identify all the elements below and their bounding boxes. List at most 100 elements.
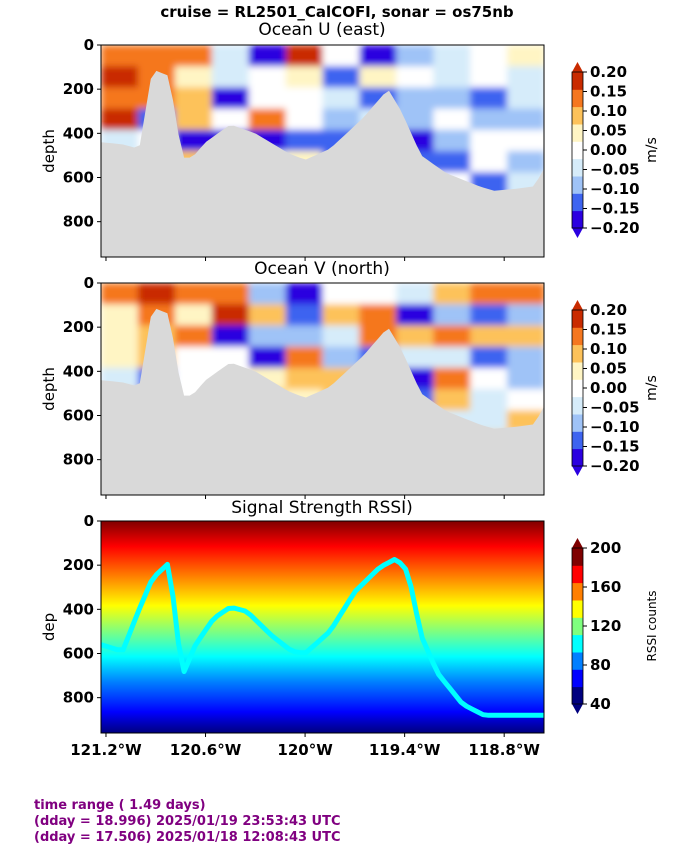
colorbar-bin [572, 106, 583, 125]
colorbar-label: RSSI counts [645, 590, 659, 661]
colorbar-bin [572, 448, 583, 467]
x-tick-label: 120°W [277, 741, 333, 759]
colorbar-tick-label: −0.05 [590, 399, 640, 417]
velocity-cell [470, 151, 509, 174]
velocity-cell [285, 129, 324, 152]
colorbar-max-arrow [572, 300, 583, 310]
velocity-cell [322, 325, 361, 348]
colorbar-tick-label: 0.10 [590, 340, 627, 358]
velocity-cell [285, 346, 324, 369]
velocity-cell [470, 346, 509, 369]
velocity-cell [174, 87, 213, 110]
velocity-cell [174, 346, 213, 369]
velocity-cell [470, 389, 509, 412]
y-tick-label: 400 [63, 124, 94, 142]
colorbar-tick-label: 0.10 [590, 102, 627, 120]
velocity-cell [507, 45, 544, 68]
velocity-cell [322, 346, 361, 369]
panel-u-title: Ocean U (east) [258, 20, 385, 40]
velocity-cell [359, 304, 398, 327]
velocity-cell [285, 45, 324, 68]
colorbar-tick-label: −0.20 [590, 457, 640, 475]
v-ylabel: depth [40, 367, 58, 411]
velocity-cell [433, 129, 472, 152]
velocity-cell [470, 108, 509, 131]
colorbar-bin [572, 72, 583, 90]
velocity-cell [101, 108, 139, 131]
velocity-cell [433, 87, 472, 110]
velocity-cell [211, 283, 250, 306]
colorbar-tick-label: 0.20 [590, 301, 627, 319]
colorbar-label: m/s [644, 375, 660, 401]
panel-v-title: Ocean V (north) [254, 259, 390, 279]
velocity-cell [248, 283, 287, 306]
colorbar-tick-label: 160 [590, 578, 621, 596]
time-range-footer: time range ( 1.49 days) (dday = 18.996) … [34, 798, 341, 846]
colorbar-tick-label: 0.15 [590, 83, 627, 101]
y-tick-label: 800 [63, 689, 94, 707]
velocity-cell [507, 66, 544, 89]
velocity-cell [322, 283, 361, 306]
colorbar-tick-label: 0.20 [590, 63, 627, 81]
footer-time-range: time range ( 1.49 days) [34, 798, 206, 813]
velocity-cell [174, 66, 213, 89]
x-tick-label: 120.6°W [170, 741, 242, 759]
colorbar-bin [572, 176, 583, 194]
velocity-cell [433, 151, 472, 174]
velocity-cell [248, 346, 287, 369]
velocity-cell [507, 108, 544, 131]
velocity-cell [359, 66, 398, 89]
y-tick-label: 200 [63, 80, 94, 98]
velocity-cell [396, 66, 435, 89]
colorbar-bin [572, 362, 583, 380]
velocity-cell [396, 87, 435, 110]
rssi-y-axis: 0 200 400 600 800 [63, 512, 101, 707]
colorbar-tick-label: −0.10 [590, 180, 640, 198]
rssi-axes-frame [100, 520, 545, 734]
velocity-cell [322, 87, 361, 110]
scattering-layer-line [101, 557, 544, 718]
velocity-cell [470, 367, 509, 390]
velocity-cell [211, 87, 250, 110]
velocity-cell [507, 151, 544, 174]
rssi-ylabel: dep [40, 613, 58, 641]
colorbar-bin [572, 600, 583, 618]
velocity-cell [211, 108, 250, 131]
velocity-cell [285, 66, 324, 89]
u-x-axis [105, 257, 505, 261]
v-bottom-mask [101, 308, 544, 495]
velocity-cell [396, 45, 435, 68]
colorbar-tick-label: 0.05 [590, 122, 627, 140]
u-ylabel: depth [40, 129, 58, 173]
y-tick-label: 800 [63, 451, 94, 469]
velocity-cell [137, 45, 176, 68]
velocity-cell [433, 108, 472, 131]
velocity-cell [433, 325, 472, 348]
colorbar-min-arrow [572, 704, 583, 714]
velocity-cell [248, 66, 287, 89]
x-tick-label: 121.2°W [70, 741, 142, 759]
colorbar-bin [572, 431, 583, 450]
colorbar-bin [572, 141, 583, 160]
velocity-cell [507, 129, 544, 152]
velocity-cell [137, 283, 176, 306]
colorbar-min-arrow [572, 466, 583, 476]
colorbar-tick-label: −0.15 [590, 200, 640, 218]
y-tick-label: 0 [84, 274, 94, 292]
velocity-cell [359, 45, 398, 68]
velocity-cell [285, 325, 324, 348]
velocity-cell [101, 304, 139, 327]
rssi-x-axis: 121.2°W 120.6°W 120°W 119.4°W 118.8°W [70, 733, 540, 759]
u-colorbar: 0.20 0.150.10 0.050.00 −0.05−0.10 −0.15−0.20… [571, 62, 660, 238]
colorbar-bin [572, 124, 583, 142]
velocity-cell [396, 283, 435, 306]
v-x-axis [105, 495, 505, 499]
velocity-cell [470, 66, 509, 89]
colorbar-bin [572, 344, 583, 363]
velocity-cell [322, 45, 361, 68]
velocity-cell [248, 45, 287, 68]
panel-rssi-title: Signal Strength RSSI) [231, 498, 413, 518]
footer-end-time: (dday = 18.996) 2025/01/19 23:53:43 UTC [34, 814, 341, 829]
velocity-cell [285, 367, 324, 390]
